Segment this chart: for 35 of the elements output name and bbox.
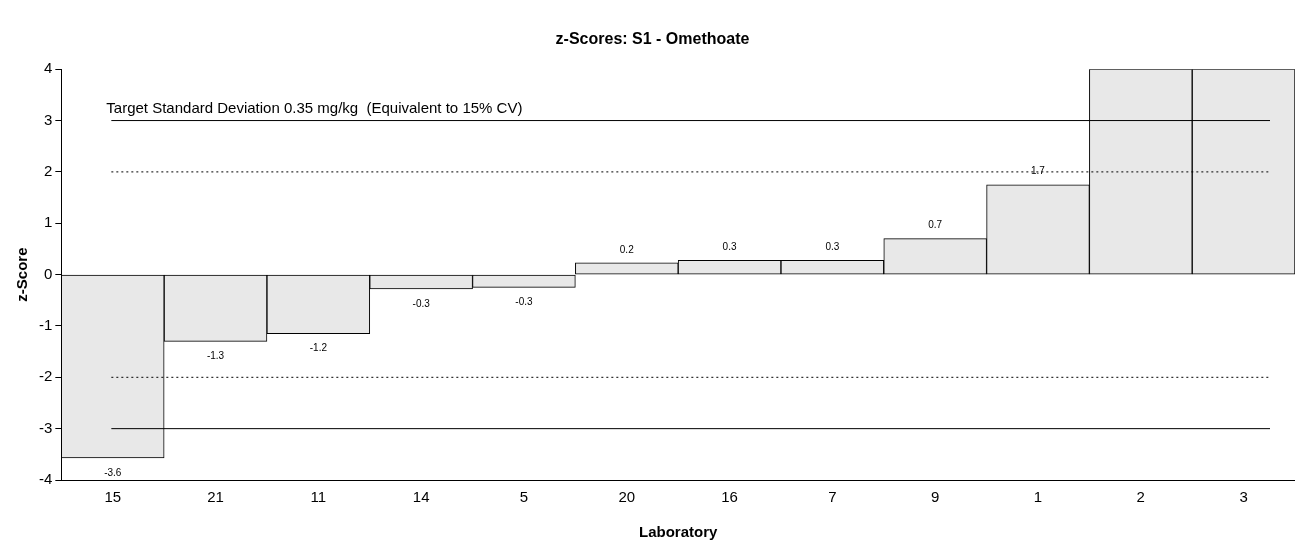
y-tick-label: 2 bbox=[43, 162, 53, 180]
y-tick-label: -4 bbox=[38, 470, 53, 488]
chart-title: z-Scores: S1 - Omethoate bbox=[555, 30, 750, 48]
data-label: 1.7 bbox=[1031, 165, 1046, 177]
x-axis-title: Laboratory bbox=[638, 523, 718, 541]
x-tick-label: 3 bbox=[1239, 488, 1248, 506]
x-tick-label: 1 bbox=[1033, 488, 1043, 506]
x-tick-label: 14 bbox=[412, 488, 430, 506]
data-label: -0.3 bbox=[515, 296, 534, 308]
y-tick-label: 3 bbox=[43, 110, 53, 128]
data-label: 0.3 bbox=[722, 240, 737, 252]
data-label: 0.3 bbox=[825, 240, 840, 252]
y-tick-label: -3 bbox=[38, 418, 53, 436]
y-tick-label: 4 bbox=[43, 59, 53, 77]
y-tick-label: -1 bbox=[38, 316, 53, 334]
data-label: -1.3 bbox=[206, 350, 225, 362]
annotation: Target Standard Deviation 0.35 mg/kg (Equivalent to 15% CV) bbox=[106, 98, 523, 116]
x-tick-label: 11 bbox=[310, 488, 327, 506]
x-tick-label: 7 bbox=[828, 488, 837, 506]
x-tick-label: 16 bbox=[721, 488, 738, 506]
x-tick-label: 15 bbox=[104, 488, 122, 506]
data-label: -1.2 bbox=[309, 342, 328, 354]
x-tick-label: 9 bbox=[931, 488, 940, 506]
data-label: 0.7 bbox=[928, 219, 943, 231]
x-tick-label: 5 bbox=[519, 488, 529, 506]
data-label: -3.6 bbox=[104, 466, 122, 478]
y-tick-label: 0 bbox=[43, 264, 53, 282]
y-tick-label: 1 bbox=[43, 213, 53, 231]
data-label: 0.2 bbox=[619, 243, 635, 255]
y-tick-label: -2 bbox=[38, 367, 53, 385]
x-tick-label: 2 bbox=[1136, 488, 1145, 506]
data-label: -0.3 bbox=[412, 297, 431, 309]
x-tick-label: 20 bbox=[618, 488, 636, 506]
x-tick-label: 21 bbox=[207, 488, 224, 506]
y-axis-title: z-Score bbox=[13, 247, 31, 302]
